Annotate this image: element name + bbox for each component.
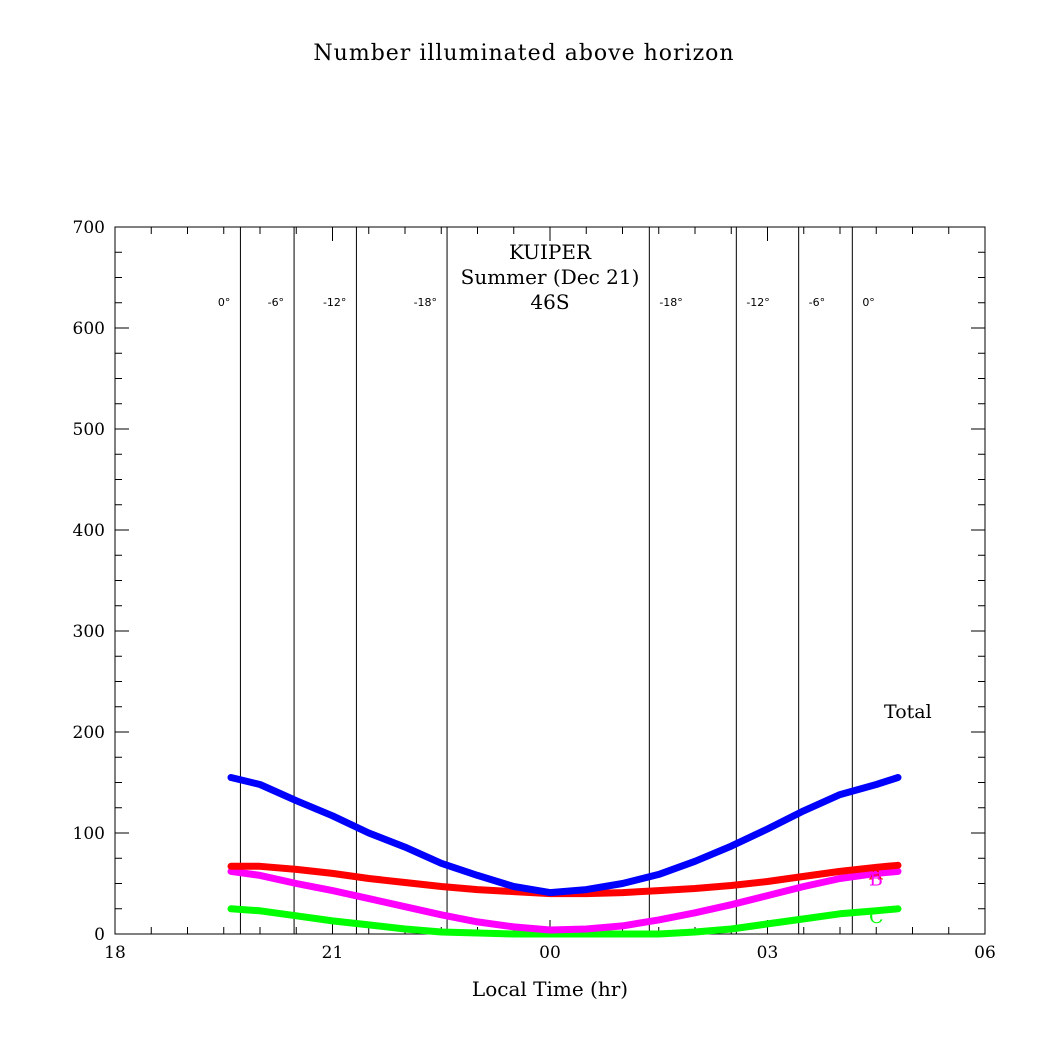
x-tick-label: 06 <box>974 943 996 963</box>
chart-subtitle: KUIPER Summer (Dec 21) 46S <box>461 240 640 314</box>
subtitle-line-2: Summer (Dec 21) <box>461 265 640 289</box>
legend-title: Total <box>884 701 932 723</box>
series-label-a: A <box>868 862 883 884</box>
series-label-c: C <box>869 906 884 928</box>
twilight-label: -12° <box>323 296 346 309</box>
twilight-label: 0° <box>862 296 875 309</box>
y-tick-label: 200 <box>73 723 105 743</box>
x-tick-label: 03 <box>757 943 779 963</box>
series-line-total <box>227 774 902 897</box>
series-labels: ABC <box>868 862 884 927</box>
y-tick-label: 0 <box>94 925 105 945</box>
x-tick-label: 00 <box>539 943 561 963</box>
twilight-label: 0° <box>218 296 231 309</box>
series-line-c <box>227 905 902 938</box>
x-tick-label: 21 <box>322 943 344 963</box>
plot-area <box>114 226 986 935</box>
y-tick-label: 400 <box>73 521 105 541</box>
x-axis-title: Local Time (hr) <box>472 977 628 1001</box>
twilight-label: -12° <box>746 296 769 309</box>
series-label-b: B <box>869 868 883 890</box>
plot-border <box>114 226 986 935</box>
x-tick-label: 18 <box>104 943 126 963</box>
reference-lines: 0° -6° -12° -18° -18° -12° -6° 0° <box>218 227 875 934</box>
series-line-b <box>227 867 902 934</box>
subtitle-line-1: KUIPER <box>509 240 592 264</box>
y-tick-label: 100 <box>73 824 105 844</box>
y-tick-label: 500 <box>73 420 105 440</box>
chart-title: Number illuminated above horizon <box>313 41 734 66</box>
minor-ticks <box>115 227 985 934</box>
twilight-label: -6° <box>268 296 284 309</box>
twilight-label: -6° <box>809 296 825 309</box>
x-axis: 18 21 00 03 06 <box>104 227 996 963</box>
series-group <box>227 774 902 938</box>
twilight-label: -18° <box>414 296 437 309</box>
subtitle-line-3: 46S <box>530 290 569 314</box>
y-tick-label: 700 <box>73 218 105 238</box>
y-axis: 0 100 200 300 400 500 600 700 <box>73 218 985 945</box>
twilight-label: -18° <box>659 296 682 309</box>
y-tick-label: 300 <box>73 622 105 642</box>
y-tick-label: 600 <box>73 319 105 339</box>
